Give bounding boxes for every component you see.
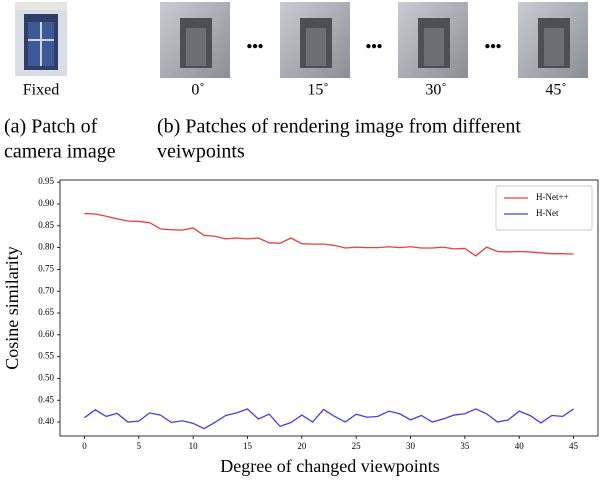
- x-tick-label: 40: [515, 441, 525, 451]
- x-tick-label: 35: [460, 441, 470, 451]
- ellipsis: •••: [247, 39, 264, 56]
- plot-frame: [59, 179, 599, 437]
- y-tick-label: 0.50: [38, 372, 54, 382]
- y-tick-label: 0.65: [38, 307, 54, 317]
- caption: (b) Patches of rendering image from diff…: [157, 116, 521, 138]
- y-tick-label: 0.80: [38, 242, 54, 252]
- legend-box: [495, 185, 593, 231]
- x-tick-label: 30: [406, 441, 416, 451]
- y-tick-label: 0.40: [38, 416, 54, 426]
- y-tick-label: 0.45: [38, 394, 54, 404]
- patch-label: 45˚: [545, 82, 566, 99]
- x-tick-label: 25: [352, 441, 362, 451]
- y-tick-label: 0.85: [38, 220, 54, 230]
- caption: (a) Patch of: [4, 116, 98, 138]
- x-tick-label: 15: [243, 441, 253, 451]
- ellipsis: •••: [366, 39, 383, 56]
- x-tick-label: 10: [189, 441, 199, 451]
- legend-label: H-Net++: [536, 192, 569, 202]
- patch-label: Fixed: [23, 82, 59, 99]
- series-line: [84, 408, 574, 430]
- y-tick-label: 0.55: [38, 351, 54, 361]
- y-tick-label: 0.95: [38, 176, 54, 186]
- render-patches: [160, 2, 588, 78]
- camera-patch: [15, 2, 67, 76]
- legend-label: H-Net: [536, 208, 559, 218]
- x-tick-label: 20: [297, 441, 307, 451]
- x-tick-label: 45: [569, 441, 579, 451]
- caption: camera image: [4, 141, 116, 163]
- x-tick-label: 5: [137, 441, 142, 451]
- patch-label: 15˚: [307, 82, 328, 99]
- y-tick-label: 0.70: [38, 285, 54, 295]
- caption: veiwpoints: [157, 141, 245, 163]
- patch-label: 0˚: [191, 82, 204, 99]
- y-tick-label: 0.60: [38, 329, 54, 339]
- x-tick-label: 0: [82, 441, 87, 451]
- series-line: [84, 212, 574, 257]
- ellipsis: •••: [485, 39, 502, 56]
- y-tick-label: 0.75: [38, 263, 54, 273]
- y-tick-label: 0.90: [38, 198, 54, 208]
- x-axis-label: Degree of changed viewpoints: [220, 456, 439, 476]
- y-axis-label: Cosine similarity: [2, 246, 22, 370]
- patch-label: 30˚: [425, 82, 446, 99]
